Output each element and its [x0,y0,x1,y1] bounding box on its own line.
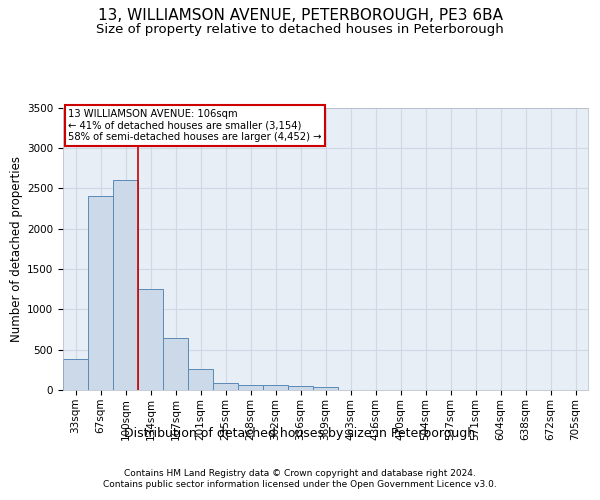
Bar [188,369,213,390]
Bar [213,382,238,390]
Text: Distribution of detached houses by size in Peterborough: Distribution of detached houses by size … [124,428,476,440]
Text: Contains public sector information licensed under the Open Government Licence v3: Contains public sector information licen… [103,480,497,489]
Bar [63,358,88,390]
Text: Size of property relative to detached houses in Peterborough: Size of property relative to detached ho… [96,22,504,36]
Bar [113,180,138,390]
Text: 13 WILLIAMSON AVENUE: 106sqm
← 41% of detached houses are smaller (3,154)
58% of: 13 WILLIAMSON AVENUE: 106sqm ← 41% of de… [68,109,322,142]
Bar [313,387,338,390]
Text: Contains HM Land Registry data © Crown copyright and database right 2024.: Contains HM Land Registry data © Crown c… [124,469,476,478]
Bar [138,289,163,390]
Bar [288,386,313,390]
Y-axis label: Number of detached properties: Number of detached properties [10,156,23,342]
Text: 13, WILLIAMSON AVENUE, PETERBOROUGH, PE3 6BA: 13, WILLIAMSON AVENUE, PETERBOROUGH, PE3… [97,8,503,22]
Bar [238,385,263,390]
Bar [263,385,288,390]
Bar [163,338,188,390]
Bar [88,196,113,390]
